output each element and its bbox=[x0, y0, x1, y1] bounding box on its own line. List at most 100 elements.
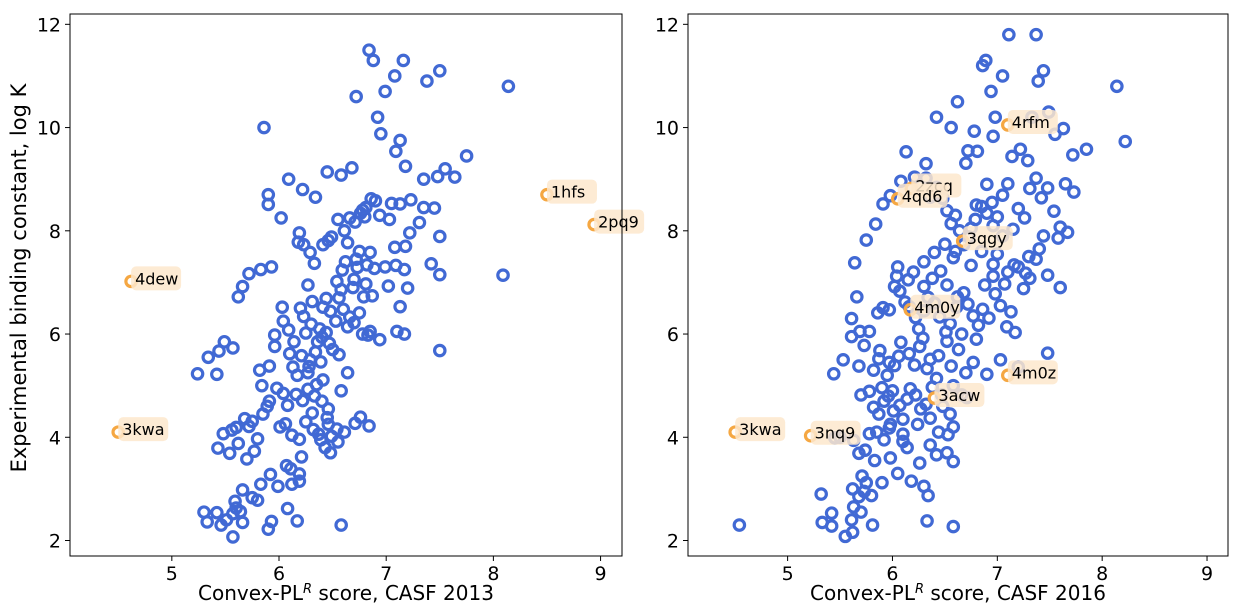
data-point bbox=[866, 363, 881, 377]
data-point bbox=[1040, 181, 1055, 195]
highlight-label-box bbox=[910, 294, 961, 319]
scatter-panel-casf-2013: 4dew 3kwa 1hfs 2pq9 5 6 7 8 9 2 4 6 8 10 12 Convex-PL… bbox=[37, 13, 645, 605]
data-point bbox=[233, 504, 248, 519]
highlight-layer: 4dew 3kwa 1hfs 2pq9 bbox=[111, 179, 645, 442]
data-point bbox=[345, 161, 359, 175]
x-axis-label-rest: score, CASF 2016 bbox=[924, 581, 1106, 605]
data-point bbox=[940, 445, 954, 460]
data-point bbox=[907, 358, 922, 372]
data-point bbox=[334, 168, 348, 182]
x-tick-label: 7 bbox=[380, 563, 392, 585]
data-point bbox=[890, 260, 905, 274]
data-point bbox=[966, 355, 981, 370]
data-point bbox=[857, 338, 871, 353]
data-point bbox=[980, 367, 994, 382]
data-point bbox=[969, 332, 984, 346]
data-point bbox=[1040, 346, 1055, 360]
highlight-label: 4rfm bbox=[1012, 113, 1050, 132]
highlight-label-box bbox=[810, 420, 861, 445]
data-point bbox=[923, 411, 938, 425]
data-point bbox=[1001, 177, 1015, 191]
highlight-label: 3kwa bbox=[122, 420, 164, 439]
data-point bbox=[951, 342, 966, 357]
x-axis-label-superscript: R bbox=[915, 582, 924, 597]
data-point bbox=[393, 197, 407, 211]
data-point bbox=[323, 445, 338, 460]
y-tick-label: 12 bbox=[37, 14, 61, 36]
highlight-3kwa: 3kwa bbox=[728, 417, 786, 442]
highlight-label: 3qgy bbox=[967, 229, 1007, 248]
data-point bbox=[865, 518, 880, 532]
highlight-3acw: 3acw bbox=[927, 383, 985, 408]
data-point bbox=[501, 79, 516, 94]
x-tick-label: 8 bbox=[1096, 563, 1108, 585]
x-tick-label: 5 bbox=[166, 563, 178, 585]
x-axis-label-rest: score, CASF 2013 bbox=[312, 581, 494, 605]
data-point bbox=[287, 334, 301, 349]
data-point bbox=[1017, 211, 1032, 225]
data-point bbox=[296, 309, 311, 324]
data-point bbox=[340, 235, 355, 250]
data-point bbox=[432, 229, 447, 244]
data-point bbox=[959, 156, 973, 170]
data-point bbox=[305, 406, 320, 420]
data-point bbox=[263, 467, 278, 482]
data-point bbox=[986, 129, 1000, 144]
data-point bbox=[995, 188, 1010, 202]
x-axis-label-main: Convex-PL bbox=[810, 581, 916, 605]
data-point bbox=[257, 120, 271, 135]
data-point bbox=[901, 273, 915, 287]
data-point bbox=[231, 436, 246, 451]
data-point bbox=[877, 433, 891, 447]
data-point bbox=[978, 53, 993, 68]
data-point bbox=[387, 240, 402, 255]
data-point bbox=[280, 501, 295, 516]
data-point bbox=[1118, 134, 1133, 149]
data-point bbox=[367, 261, 382, 276]
data-point bbox=[986, 269, 1000, 284]
data-point bbox=[883, 451, 898, 465]
data-point bbox=[921, 488, 935, 503]
highlight-2pq9: 2pq9 bbox=[587, 209, 645, 234]
data-point bbox=[336, 302, 351, 317]
data-point bbox=[226, 341, 240, 355]
data-point bbox=[270, 381, 284, 396]
data-point bbox=[923, 438, 938, 452]
highlight-4m0z: 4m0z bbox=[1001, 360, 1058, 385]
data-point bbox=[950, 94, 965, 109]
data-point bbox=[980, 177, 994, 192]
highlight-layer: 4rfm2zcq4qd63qgy4m0y4m0z3acw3kwa3nq9 bbox=[728, 109, 1058, 445]
data-point bbox=[331, 435, 345, 449]
data-point bbox=[929, 110, 944, 125]
data-point bbox=[378, 84, 392, 99]
highlight-label: 2pq9 bbox=[598, 213, 639, 232]
data-point bbox=[927, 245, 942, 260]
data-point bbox=[824, 519, 839, 533]
data-point bbox=[844, 329, 859, 344]
data-point bbox=[372, 332, 387, 347]
data-point bbox=[904, 474, 919, 488]
data-point bbox=[222, 446, 237, 461]
data-point bbox=[359, 277, 373, 291]
data-point bbox=[362, 419, 376, 433]
data-point bbox=[868, 217, 883, 231]
highlight-4rfm: 4rfm bbox=[1001, 109, 1058, 134]
data-point bbox=[337, 224, 352, 238]
data-point bbox=[366, 53, 381, 68]
data-point bbox=[292, 432, 307, 447]
data-point bbox=[337, 425, 352, 439]
data-point bbox=[970, 144, 985, 159]
data-point bbox=[334, 282, 348, 297]
data-point bbox=[933, 264, 948, 278]
data-point bbox=[872, 407, 886, 421]
data-point bbox=[201, 350, 216, 365]
data-point bbox=[988, 286, 1003, 301]
data-point bbox=[496, 268, 510, 282]
data-point bbox=[1067, 185, 1081, 199]
data-point bbox=[1013, 142, 1028, 157]
x-tick-label: 6 bbox=[273, 563, 285, 585]
data-point bbox=[1034, 190, 1049, 205]
axes-layer: 5 6 7 8 9 2 4 6 8 10 12 bbox=[655, 13, 1229, 585]
data-point bbox=[262, 359, 277, 373]
data-point bbox=[402, 226, 417, 240]
